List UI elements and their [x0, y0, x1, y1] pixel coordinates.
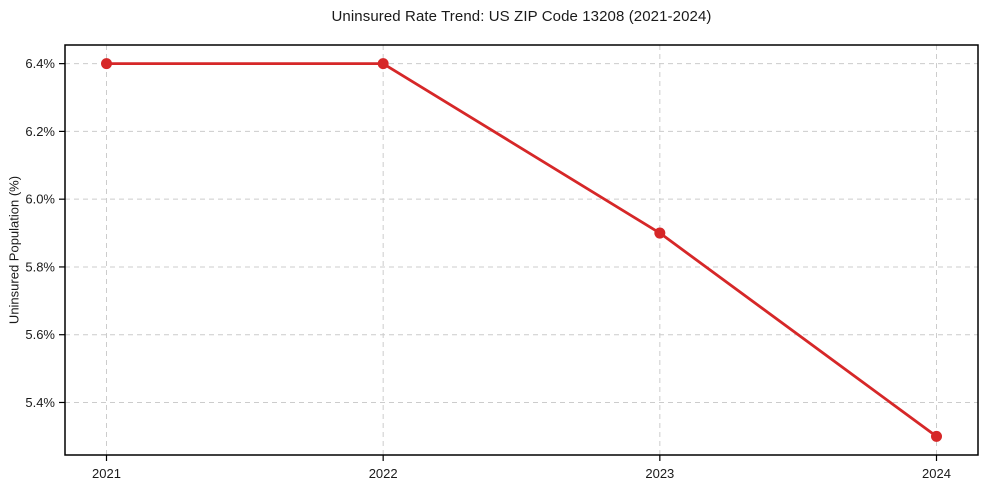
- plot-border: [64, 44, 979, 456]
- x-tick-label: 2021: [92, 466, 121, 481]
- y-tick-label: 5.4%: [25, 395, 55, 410]
- trend-line: [105, 62, 938, 438]
- y-tick-label: 6.4%: [25, 56, 55, 71]
- x-tick-label: 2022: [369, 466, 398, 481]
- chart-title: Uninsured Rate Trend: US ZIP Code 13208 …: [331, 8, 712, 25]
- data-point-2024: [931, 430, 942, 442]
- y-tick-label: 6.0%: [25, 192, 55, 207]
- data-point-2023: [654, 227, 666, 239]
- data-point-2021: [101, 58, 112, 70]
- data-point-2022: [377, 58, 389, 70]
- x-tick-label: 2023: [645, 466, 674, 481]
- x-tick-label: 2024: [922, 466, 951, 481]
- y-tick-label: 5.8%: [25, 259, 55, 274]
- y-tick-label: 5.6%: [25, 327, 55, 342]
- y-tick-label: 6.2%: [25, 124, 55, 139]
